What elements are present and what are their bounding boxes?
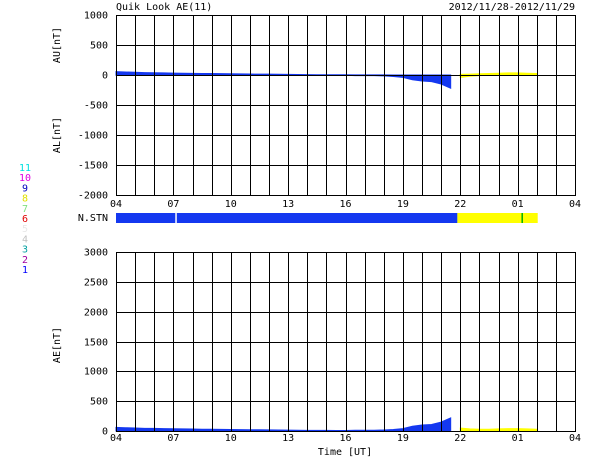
y-tick-label: 3000 (84, 248, 108, 259)
y-tick-label: 2500 (84, 278, 108, 289)
y-tick-label: 500 (90, 397, 108, 408)
y-axis-label: AU[nT] (52, 27, 63, 63)
y-tick-label: 1000 (84, 11, 108, 22)
x-axis-label: Time [UT] (318, 447, 372, 458)
x-tick-label: 22 (454, 433, 466, 444)
x-tick-label: 04 (110, 433, 122, 444)
date-range: 2012/11/28-2012/11/29 (449, 2, 575, 13)
station-legend-label: 7 (22, 204, 28, 215)
y-axis-label: AL[nT] (52, 117, 63, 153)
x-tick-label: 19 (397, 199, 409, 210)
x-tick-label: 07 (167, 433, 179, 444)
station-legend-label: 3 (22, 245, 28, 256)
x-tick-label: 13 (282, 199, 294, 210)
station-legend-label: 10 (19, 173, 31, 184)
x-tick-label: 22 (454, 199, 466, 210)
y-tick-label: -2000 (78, 191, 108, 202)
y-tick-label: 500 (90, 41, 108, 52)
x-tick-label: 07 (167, 199, 179, 210)
x-tick-label: 01 (512, 199, 524, 210)
station-legend-label: 11 (19, 163, 31, 174)
x-tick-label: 04 (110, 199, 122, 210)
y-tick-label: -1500 (78, 161, 108, 172)
plot-area (116, 252, 575, 431)
chart-title: Quik Look AE(11) (116, 2, 212, 13)
station-legend-label: 6 (22, 214, 28, 225)
x-tick-label: 10 (225, 433, 237, 444)
station-legend-label: 9 (22, 183, 28, 194)
x-tick-label: 04 (569, 433, 581, 444)
y-tick-label: 1500 (84, 338, 108, 349)
x-tick-label: 16 (339, 199, 351, 210)
x-tick-label: 19 (397, 433, 409, 444)
nstn-segment (457, 213, 538, 223)
y-tick-label: -1000 (78, 131, 108, 142)
nstn-marker (175, 213, 177, 223)
y-tick-label: 1000 (84, 367, 108, 378)
plot-frame (116, 15, 576, 196)
y-axis-label: AE[nT] (52, 327, 63, 363)
station-legend-label: 1 (22, 265, 28, 276)
nstn-marker (521, 213, 523, 223)
nstn-segment (116, 213, 458, 223)
x-tick-label: 01 (512, 433, 524, 444)
nstn-label: N.STN (78, 213, 108, 224)
y-tick-label: 0 (102, 71, 108, 82)
x-tick-label: 04 (569, 199, 581, 210)
station-legend-label: 4 (22, 234, 28, 245)
y-tick-label: 2000 (84, 308, 108, 319)
plot-frame (116, 252, 576, 432)
station-legend-label: 5 (22, 224, 28, 235)
x-tick-label: 16 (339, 433, 351, 444)
x-tick-label: 10 (225, 199, 237, 210)
station-legend-label: 2 (22, 255, 28, 266)
y-tick-label: -500 (84, 101, 108, 112)
station-legend-label: 8 (22, 194, 28, 205)
x-tick-label: 13 (282, 433, 294, 444)
y-tick-label: 0 (102, 427, 108, 438)
